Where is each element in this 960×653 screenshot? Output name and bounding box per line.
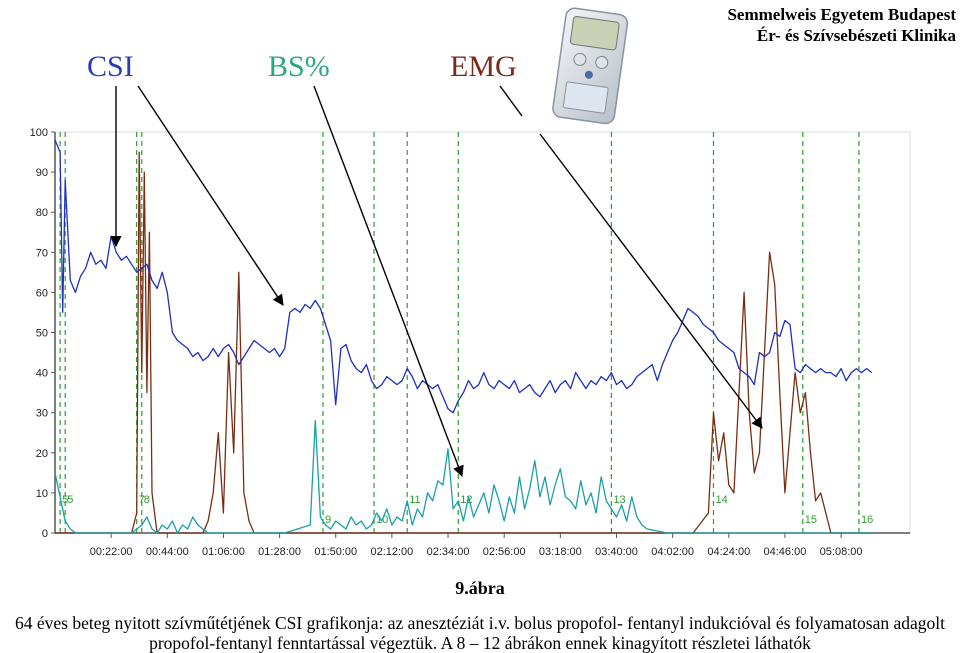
x-tick-label: 01:50:00 <box>314 546 357 558</box>
event-marker-label: 14 <box>715 494 727 506</box>
x-tick-label: 04:46:00 <box>764 546 807 558</box>
y-tick-label: 80 <box>36 207 48 219</box>
y-tick-label: 30 <box>36 408 48 420</box>
institution-name: Semmelweis Egyetem Budapest <box>727 5 956 24</box>
event-marker-label: 16 <box>861 514 873 526</box>
y-tick-label: 40 <box>36 368 48 380</box>
bs-label: BS% <box>268 50 330 83</box>
x-tick-label: 03:40:00 <box>595 546 638 558</box>
caption-line-2: propofol-fentanyl fenntartással végeztük… <box>149 633 811 653</box>
x-tick-label: 02:34:00 <box>427 546 470 558</box>
y-tick-label: 10 <box>36 488 48 500</box>
emg-arrow-upper <box>499 85 523 117</box>
csi-series-line <box>54 139 873 414</box>
y-tick-label: 50 <box>36 328 48 340</box>
bs-arrow <box>313 85 464 478</box>
x-tick-label: 04:02:00 <box>651 546 694 558</box>
y-tick-label: 90 <box>36 167 48 179</box>
event-marker-label: 9 <box>325 514 331 526</box>
clinic-name: Ér- és Szívsebészeti Klinika <box>756 26 956 45</box>
x-tick-label: 04:24:00 <box>707 546 750 558</box>
figure-number: 9.ábra <box>455 578 505 598</box>
emg-label: EMG <box>450 50 517 83</box>
y-tick-label: 0 <box>42 528 48 540</box>
event-marker-label: 15 <box>805 514 817 526</box>
y-tick-label: 20 <box>36 448 48 460</box>
y-tick-label: 100 <box>30 127 48 139</box>
event-marker-label: 8 <box>144 494 150 506</box>
csi-label: CSI <box>87 50 134 83</box>
x-tick-label: 02:12:00 <box>370 546 413 558</box>
event-marker-label: 5 <box>67 494 73 506</box>
y-tick-label: 60 <box>36 287 48 299</box>
x-tick-label: 01:06:00 <box>202 546 245 558</box>
institution-header: Semmelweis Egyetem Budapest Ér- és Szívs… <box>727 4 956 46</box>
csi-trend-arrow <box>137 85 284 306</box>
caption-line-1: 64 éves beteg nyitott szívműtétjének CSI… <box>15 613 945 633</box>
event-marker-label: 5 <box>62 494 68 506</box>
event-marker-label: 7 <box>139 494 145 506</box>
x-tick-label: 05:08:00 <box>820 546 863 558</box>
event-marker-label: 11 <box>409 494 420 506</box>
figure-caption: 64 éves beteg nyitott szívműtétjének CSI… <box>0 613 960 653</box>
event-marker-label: 13 <box>613 494 625 506</box>
x-tick-label: 00:44:00 <box>146 546 189 558</box>
monitor-device-icon <box>552 7 629 125</box>
emg-arrow-lower <box>539 133 763 429</box>
y-tick-label: 70 <box>36 247 48 259</box>
bs-series-line <box>54 420 872 534</box>
emg-series-line <box>55 151 872 534</box>
x-tick-label: 03:18:00 <box>539 546 582 558</box>
x-tick-label: 01:28:00 <box>258 546 301 558</box>
x-tick-label: 00:22:00 <box>90 546 133 558</box>
x-tick-label: 02:56:00 <box>483 546 526 558</box>
